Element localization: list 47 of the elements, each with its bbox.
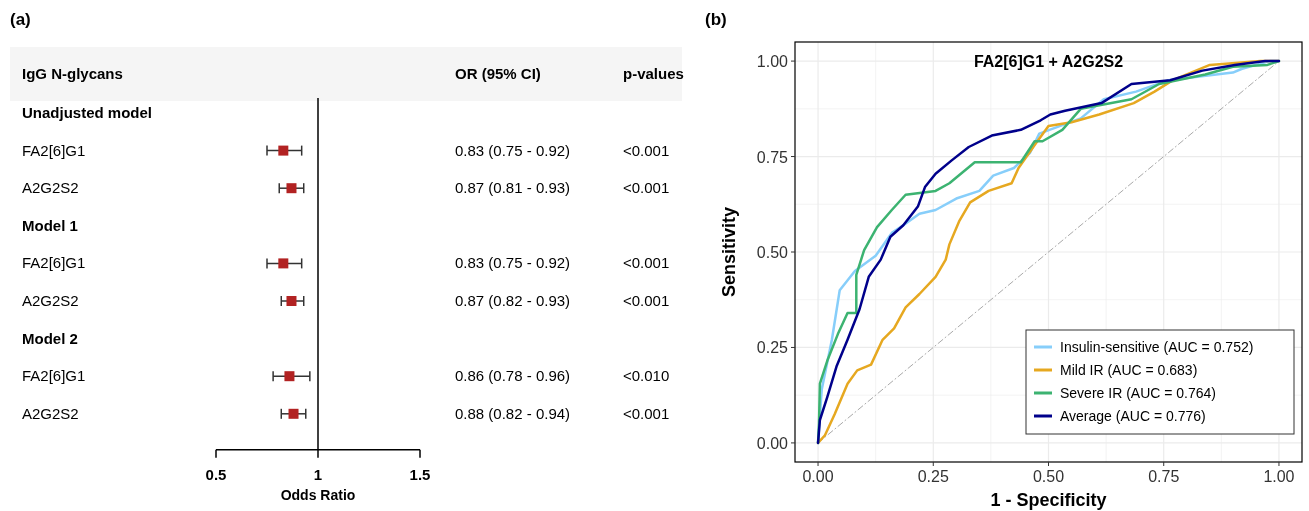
legend-label: Mild IR (AUC = 0.683) xyxy=(1060,362,1198,378)
text: FA2[6]G1 + A2G2S2 xyxy=(973,53,1124,70)
x-tick-label: 1.5 xyxy=(409,465,431,483)
x-axis-title: Odds Ratio xyxy=(280,486,356,503)
y-tick-label: A2G2S2 xyxy=(22,404,79,422)
data-label: 0.83 (0.75 - 0.92) xyxy=(455,141,571,159)
text: <0.010 xyxy=(623,367,670,385)
text: OR (95% CI) xyxy=(455,65,541,82)
text: (b) xyxy=(705,10,727,29)
data-label: 0.86 (0.78 - 0.96) xyxy=(455,367,571,385)
legend-label: Severe IR (AUC = 0.764) xyxy=(1060,385,1217,401)
y-tick-label: 0.75 xyxy=(756,148,789,166)
text: <0.001 xyxy=(623,141,670,159)
x-tick-label: 1.00 xyxy=(1263,468,1295,485)
y-tick-label: Model 1 xyxy=(22,216,78,234)
text: <0.001 xyxy=(623,292,670,309)
x-tick-label: 0.75 xyxy=(1148,468,1180,485)
x-tick-label: 0.50 xyxy=(1032,468,1065,485)
x-tick-label: 0.25 xyxy=(917,468,949,485)
y-tick-label: 0.50 xyxy=(756,244,789,261)
text: IgG N-glycans xyxy=(22,65,123,82)
data-label: 0.88 (0.82 - 0.94) xyxy=(455,404,571,422)
y-tick-label: 1.00 xyxy=(756,53,789,71)
x-tick-label: 1 xyxy=(313,465,323,483)
y-tick-label: FA2[6]G1 xyxy=(22,254,86,272)
data-label: 0.87 (0.81 - 0.93) xyxy=(455,179,571,197)
data-label: 0.87 (0.82 - 0.93) xyxy=(455,292,571,309)
data-label: 0.83 (0.75 - 0.92) xyxy=(455,254,571,272)
text: <0.001 xyxy=(623,404,670,422)
x-tick-label: 0.5 xyxy=(205,465,227,483)
y-tick-label: A2G2S2 xyxy=(22,179,79,197)
legend-label: Insulin-sensitive (AUC = 0.752) xyxy=(1060,339,1254,355)
y-tick-label: Unadjusted model xyxy=(22,104,153,121)
x-tick-label: 0.00 xyxy=(802,468,834,485)
y-tick-label: A2G2S2 xyxy=(22,292,79,309)
legend-label: Average (AUC = 0.776) xyxy=(1060,408,1206,424)
y-tick-label: 0.25 xyxy=(756,339,789,357)
y-tick-label: 0.00 xyxy=(756,434,789,452)
text: (a) xyxy=(10,10,31,29)
text: p-values xyxy=(623,65,684,82)
x-axis-title: 1 - Specificity xyxy=(990,490,1107,510)
y-axis-title: Sensitivity xyxy=(719,206,739,298)
text: <0.001 xyxy=(623,179,670,197)
y-tick-label: Model 2 xyxy=(22,329,78,347)
y-tick-label: FA2[6]G1 xyxy=(22,141,86,159)
y-tick-label: FA2[6]G1 xyxy=(22,367,86,385)
text: <0.001 xyxy=(623,254,670,272)
